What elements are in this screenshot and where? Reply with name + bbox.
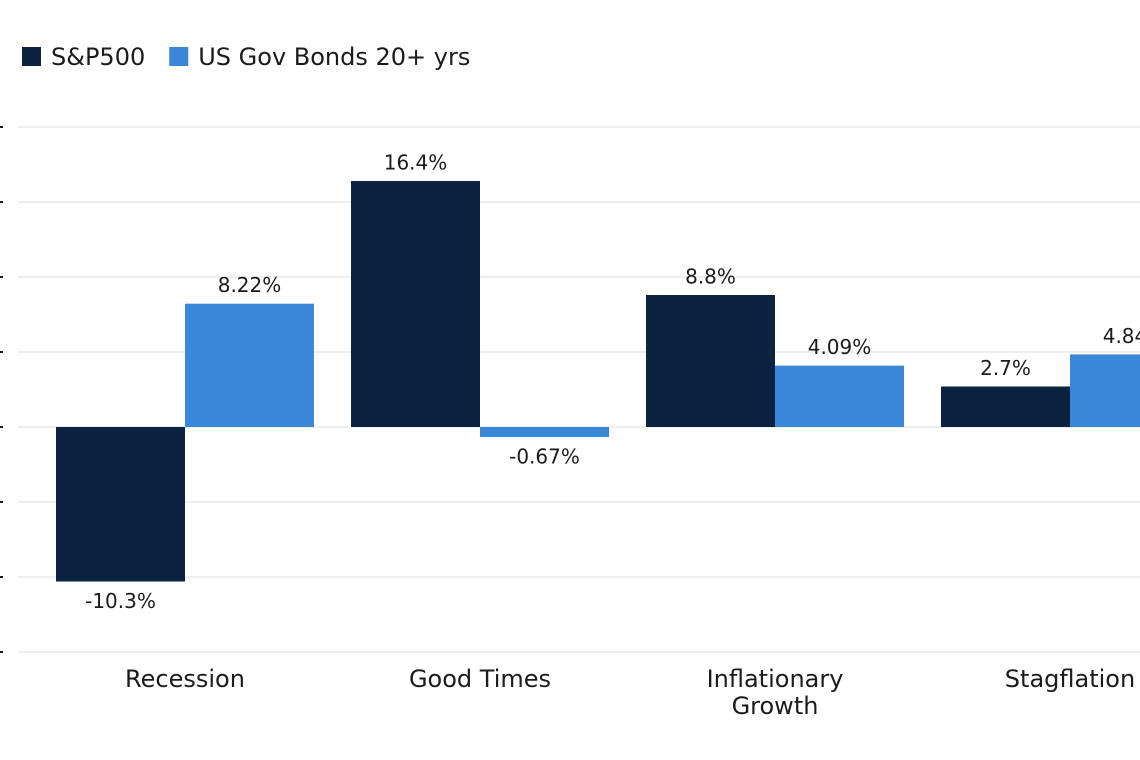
x-tick-label: Inflationary Growth	[706, 665, 844, 720]
legend-label: US Gov Bonds 20+ yrs	[198, 43, 470, 71]
legend-swatch	[22, 47, 41, 66]
bar	[1070, 354, 1140, 427]
value-label: -0.67%	[509, 445, 580, 469]
bar	[646, 295, 775, 427]
bar	[480, 427, 609, 438]
value-label: 4.84%	[1103, 324, 1140, 348]
value-label: -10.3%	[85, 589, 156, 613]
bar	[56, 427, 185, 582]
x-tick-label: Recession	[125, 665, 245, 693]
legend-label: S&P500	[51, 43, 145, 71]
bar	[185, 303, 314, 427]
bar	[775, 365, 904, 427]
value-label: 4.09%	[808, 335, 872, 359]
value-label: 2.7%	[980, 356, 1031, 380]
bar	[941, 386, 1070, 427]
bar	[351, 181, 480, 427]
x-tick-label: Stagflation	[1004, 665, 1136, 693]
value-label: 16.4%	[384, 151, 448, 175]
value-label: 8.8%	[685, 265, 736, 289]
value-label: 8.22%	[218, 273, 282, 297]
x-tick-label: Good Times	[408, 665, 552, 693]
legend-swatch	[169, 47, 189, 66]
